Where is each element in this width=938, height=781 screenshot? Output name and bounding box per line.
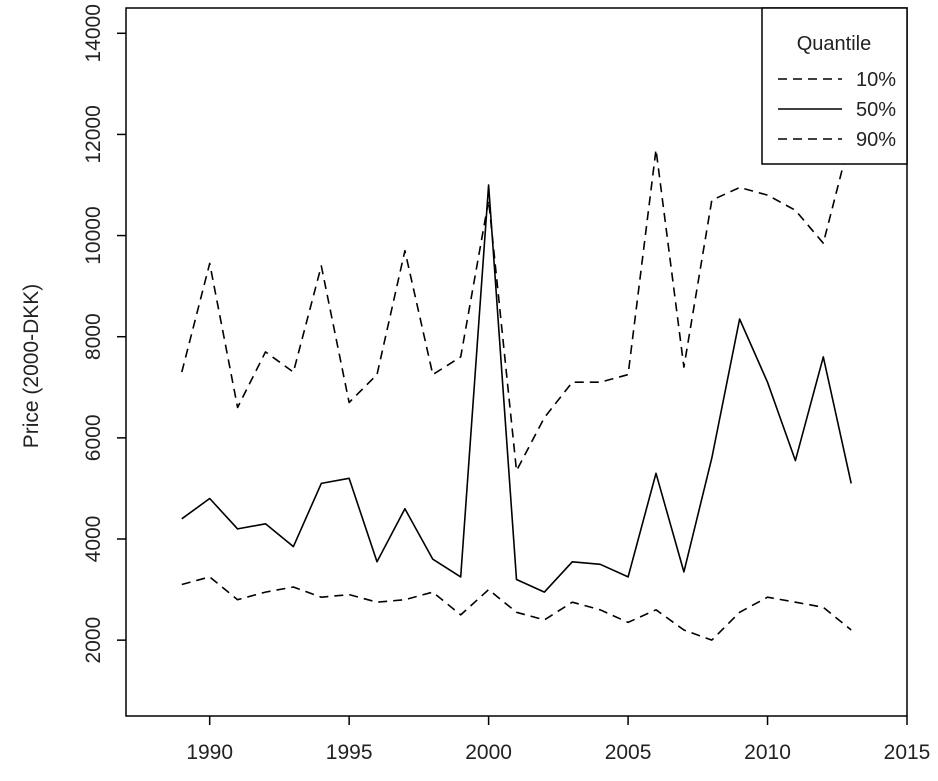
x-tick-label: 2010 <box>744 741 791 764</box>
x-tick-label: 2015 <box>884 741 931 764</box>
legend-title: Quantile <box>797 33 872 55</box>
x-tick-label: 2000 <box>465 741 512 764</box>
legend-label: 90% <box>856 129 896 151</box>
legend-box <box>761 7 908 165</box>
legend-label: 50% <box>856 99 896 121</box>
series-lines <box>181 134 852 641</box>
plot-frame <box>125 7 908 717</box>
y-axis: 2000 4000 6000 8000 10000 12000 14000 <box>82 4 126 664</box>
series-line-90pct <box>181 134 852 472</box>
x-tick-label: 2005 <box>605 741 652 764</box>
y-tick-label: 14000 <box>82 4 105 62</box>
x-tick-label: 1995 <box>326 741 373 764</box>
y-tick-label: 8000 <box>82 313 105 360</box>
y-axis-title: Price (2000-DKK) <box>20 284 43 449</box>
y-tick-label: 6000 <box>82 414 105 461</box>
series-line-10pct <box>181 576 852 641</box>
y-tick-label: 12000 <box>82 105 105 163</box>
legend-label: 10% <box>856 69 896 91</box>
y-tick-label: 10000 <box>82 206 105 264</box>
x-axis: 1990 1995 2000 2005 2010 2015 <box>186 716 930 764</box>
x-tick-label: 1990 <box>186 741 233 764</box>
y-tick-label: 4000 <box>82 516 105 563</box>
legend: Quantile 10% 50% 90% <box>761 7 908 165</box>
y-tick-label: 2000 <box>82 617 105 664</box>
legend-items: 10% 50% 90% <box>778 69 896 151</box>
series-line-50pct <box>181 184 852 593</box>
